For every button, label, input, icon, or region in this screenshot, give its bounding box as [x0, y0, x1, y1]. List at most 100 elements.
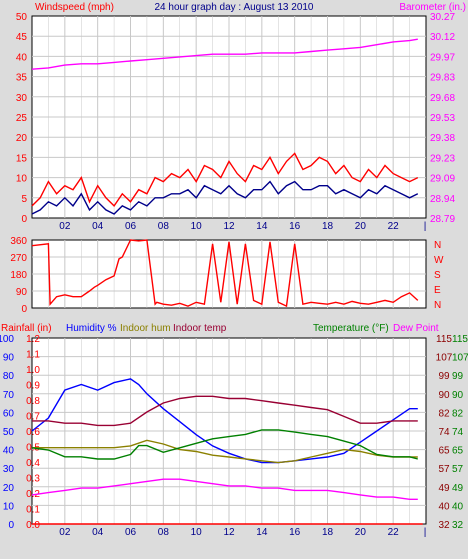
barometer-tick: 28.79: [430, 214, 455, 225]
compass-label: E: [434, 285, 441, 296]
windspeed-tick: 0: [21, 214, 27, 225]
temperature-tick: 57: [438, 464, 450, 475]
temperature-tick: 99: [438, 371, 450, 382]
direction-tick: 180: [10, 270, 27, 281]
humidity-tick: 100: [0, 334, 14, 345]
rainfall-tick: 1.1: [26, 350, 40, 361]
temperature-tick: 82: [438, 408, 450, 419]
rainfall-tick: 0.0: [26, 520, 40, 531]
windspeed-tick: 15: [16, 153, 28, 164]
x-tick-label: 18: [322, 527, 334, 538]
humidity-legend: Humidity %: [66, 323, 117, 334]
temperature-tick-alt: 99: [452, 371, 464, 382]
barometer-tick: 30.12: [430, 32, 455, 43]
x-tick-label: 08: [158, 527, 170, 538]
x-tick-label: 08: [158, 221, 170, 232]
compass-label: W: [434, 255, 444, 266]
windspeed-tick: 30: [16, 93, 28, 104]
temperature-tick-alt: 74: [452, 427, 464, 438]
windspeed-tick: 45: [16, 32, 28, 43]
humidity-tick: 80: [3, 371, 15, 382]
windspeed-tick: 5: [21, 194, 27, 205]
rainfall-tick: 1.2: [26, 334, 40, 345]
humidity-tick: 30: [3, 464, 15, 475]
temperature-tick: 49: [438, 483, 450, 494]
graph-title: 24 hour graph day : August 13 2010: [154, 2, 313, 13]
windspeed-tick: 20: [16, 133, 28, 144]
temperature-tick: 40: [438, 501, 450, 512]
x-tick-label: 12: [223, 527, 235, 538]
wind-avg-series-line: [31, 180, 419, 215]
temperature-tick-alt: 115: [452, 334, 468, 345]
compass-label: S: [434, 270, 441, 281]
humidity-tick: 70: [3, 390, 15, 401]
dew-point-legend: Dew Point: [393, 323, 439, 334]
barometer-tick: 28.94: [430, 194, 455, 205]
magenta-series-line: [31, 478, 418, 500]
temperature-tick-alt: 40: [452, 501, 464, 512]
temperature-tick: 107: [436, 353, 453, 364]
windspeed-tick: 50: [16, 12, 28, 23]
temperature-tick-alt: 49: [452, 483, 464, 494]
barometer-tick: 29.23: [430, 153, 455, 164]
barometer-axis-label: Barometer (in.): [399, 2, 466, 13]
x-tick-label: 22: [388, 527, 400, 538]
barometer-tick: 29.09: [430, 174, 455, 185]
temperature-tick: 115: [436, 334, 452, 345]
humidity-tick: 40: [3, 446, 15, 457]
x-tick-label: 04: [92, 527, 104, 538]
x-tick-label: 02: [59, 527, 71, 538]
windspeed-tick: 35: [16, 73, 28, 84]
x-tick-label: 06: [125, 527, 137, 538]
direction-tick: 270: [10, 253, 27, 264]
humidity-tick: 60: [3, 408, 15, 419]
barometer-tick: 29.83: [430, 73, 455, 84]
windspeed-axis-label: Windspeed (mph): [35, 2, 114, 13]
humidity-tick: 0: [8, 520, 14, 531]
temperature-tick-alt: 57: [452, 464, 464, 475]
rainfall-tick: 0.6: [26, 427, 40, 438]
x-tick-label: 06: [125, 221, 137, 232]
x-tick-label: 22: [388, 221, 400, 232]
x-tick-label: 14: [256, 527, 268, 538]
direction-tick: 0: [21, 304, 27, 315]
barometer-tick: 29.38: [430, 133, 455, 144]
temperature-tick: 65: [438, 446, 450, 457]
temperature-tick: 32: [438, 520, 450, 531]
wind-direction-series-line: [31, 239, 419, 308]
x-tick-label: 20: [355, 221, 367, 232]
compass-label: N: [434, 300, 441, 311]
x-tick-label: 16: [289, 527, 301, 538]
temperature-tick-alt: 82: [452, 408, 464, 419]
direction-tick: 360: [10, 236, 27, 247]
humidity-tick: 90: [3, 353, 15, 364]
barometer-series-line: [31, 38, 418, 70]
humidity-tick: 50: [3, 427, 15, 438]
indoor-hum-legend: Indoor hum: [120, 323, 171, 334]
x-tick-label: 20: [355, 527, 367, 538]
temperature-tick-alt: 32: [452, 520, 464, 531]
rainfall-tick: 0.3: [26, 474, 40, 485]
temperature-tick: 74: [438, 427, 450, 438]
compass-label: N: [434, 240, 441, 251]
blue-series-line: [31, 378, 418, 464]
rainfall-tick: 0.4: [26, 458, 40, 469]
indoor-temp-legend: Indoor temp: [173, 323, 227, 334]
windspeed-tick: 25: [16, 113, 28, 124]
x-tick-label: 14: [256, 221, 268, 232]
x-tick-label: 10: [191, 527, 203, 538]
humidity-tick: 10: [3, 501, 15, 512]
temperature-tick-alt: 90: [452, 390, 464, 401]
x-tick-label: 12: [223, 221, 235, 232]
barometer-tick: 30.27: [430, 12, 455, 23]
maroon-series-line: [32, 395, 418, 427]
rainfall-tick: 1.0: [26, 365, 40, 376]
temperature-legend: Temperature (°F): [313, 323, 389, 334]
olive-series-line: [32, 439, 418, 464]
x-tick-marker: |: [424, 527, 427, 538]
rainfall-tick: 0.7: [26, 412, 40, 423]
windspeed-tick: 40: [16, 52, 28, 63]
x-tick-label: 10: [191, 221, 203, 232]
